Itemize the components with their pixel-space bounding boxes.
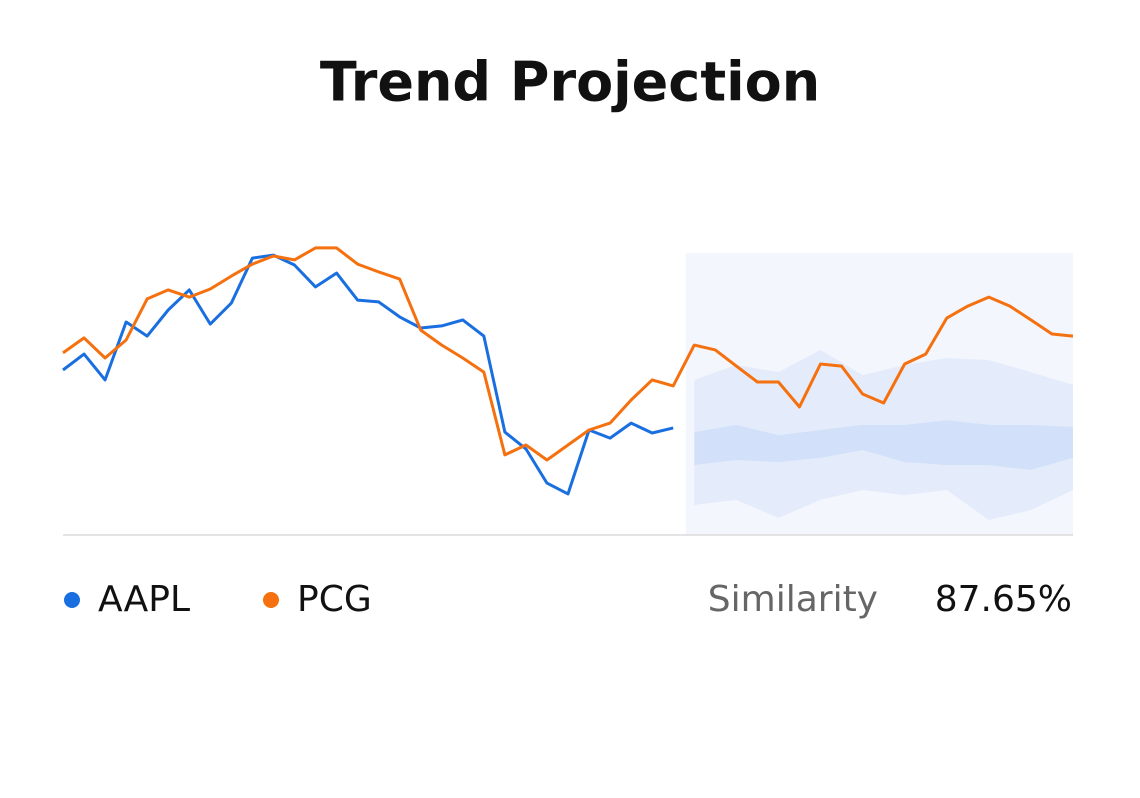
similarity-label: Similarity: [708, 579, 878, 620]
series-line: [62, 246, 1074, 462]
legend-swatch: [64, 592, 80, 608]
legend-label: PCG: [297, 579, 372, 620]
legend-swatch: [263, 592, 279, 608]
similarity-value: 87.65%: [935, 579, 1072, 620]
series-line: [62, 253, 674, 496]
projection-band: [694, 420, 1073, 470]
legend-label: AAPL: [98, 579, 190, 620]
chart-title: Trend Projection: [320, 51, 820, 114]
